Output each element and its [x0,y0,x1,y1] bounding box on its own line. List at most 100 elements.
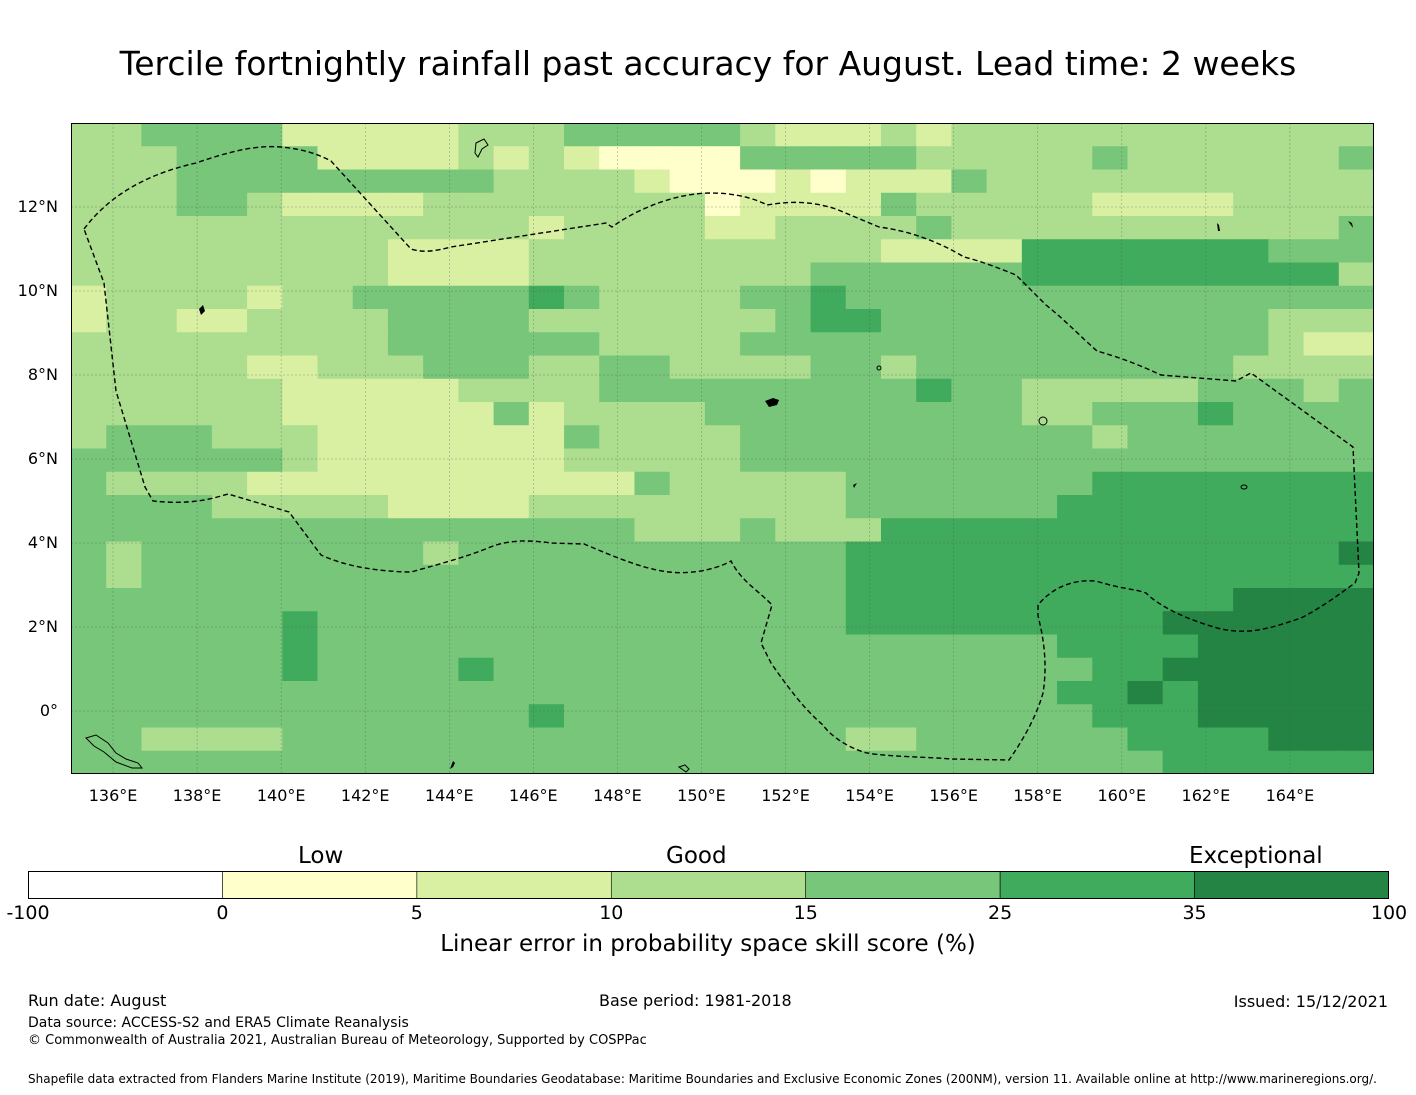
grid-cell [71,355,107,380]
grid-cell [599,239,636,264]
grid-cell [317,564,354,589]
grid-cell [986,425,1023,450]
grid-cell [141,425,178,450]
grid-cell [740,704,776,729]
grid-cell [282,355,319,380]
colorbar [28,871,1389,899]
grid-cell [1303,216,1340,240]
grid-cell [634,262,671,287]
grid-cell [317,378,354,403]
grid-cell [1127,192,1164,217]
grid-cell [845,448,882,473]
grid-cell [1303,727,1340,752]
grid-cell [669,727,706,752]
grid-cell [141,564,178,589]
lon-tick-label: 162°E [1181,786,1231,805]
grid-cell [141,332,178,357]
grid-cell [528,518,565,543]
grid-cell [1303,541,1340,566]
grid-cell [1233,495,1269,519]
grid-cell [493,588,530,612]
colorbar-segment [1194,871,1389,899]
grid-cell [247,564,283,589]
grid-cell [1233,588,1269,612]
grid-cell [141,495,178,519]
grid-cell [810,471,847,496]
grid-cell [458,564,495,589]
grid-cell [317,588,354,612]
grid-cell [352,564,389,589]
grid-cell [634,285,671,310]
grid-cell [352,262,389,287]
grid-cell [71,425,107,450]
map-title: Tercile fortnightly rainfall past accura… [119,44,1297,83]
lat-tick-label: 8°N [27,365,58,384]
grid-cell [634,425,671,450]
grid-cell [106,123,143,147]
grid-cell [528,123,565,147]
grid-cell [1127,495,1164,519]
grid-cell [1268,216,1305,240]
grid-cell [634,239,671,264]
grid-cell [1338,332,1374,357]
grid-cell [423,681,459,705]
grid-cell [458,216,495,240]
grid-cell [211,634,248,659]
grid-cell [704,657,741,682]
grid-cell [71,704,107,729]
grid-cell [141,192,178,217]
grid-cell [810,541,847,566]
grid-cell [1197,727,1234,752]
grid-cell [211,657,248,682]
grid-cell [71,169,107,194]
grid-cell [1338,634,1374,659]
grid-cell [423,285,459,310]
grid-cell [211,750,248,774]
grid-cell [916,216,953,240]
grid-cell [634,169,671,194]
grid-cell [1233,378,1269,403]
grid-cell [880,564,917,589]
grid-cell [211,518,248,543]
grid-cell [810,564,847,589]
grid-cell [704,518,741,543]
grid-cell [880,588,917,612]
grid-cell [387,611,424,636]
grid-cell [810,169,847,194]
grid-cell [211,727,248,752]
grid-cell [564,588,600,612]
grid-cell [247,681,283,705]
grid-cell [916,727,953,752]
grid-cell [317,262,354,287]
grid-cell [951,611,988,636]
grid-cell [916,425,953,450]
grid-cell [951,657,988,682]
grid-cell [704,495,741,519]
grid-cell [176,588,213,612]
grid-cell [1268,657,1305,682]
grid-cell [493,425,530,450]
grid-cell [564,402,600,426]
grid-cell [740,402,776,426]
grid-cell [1092,518,1129,543]
grid-cell [352,378,389,403]
colorbar-segment [805,871,1001,899]
grid-cell [423,564,459,589]
lat-tick-label: 0° [39,701,58,720]
grid-cell [986,518,1023,543]
grid-cell [740,239,776,264]
grid-cell [599,285,636,310]
grid-cell [810,332,847,357]
grid-cell [986,123,1023,147]
grid-cell [282,704,319,729]
grid-cell [1127,518,1164,543]
colorbar-segment [416,871,612,899]
grid-cell [1057,681,1093,705]
grid-cell [282,123,319,147]
grid-cell [1303,355,1340,380]
grid-cell [986,704,1023,729]
grid-cell [423,518,459,543]
grid-cell [564,332,600,357]
grid-cell [141,657,178,682]
grid-cell [704,750,741,774]
